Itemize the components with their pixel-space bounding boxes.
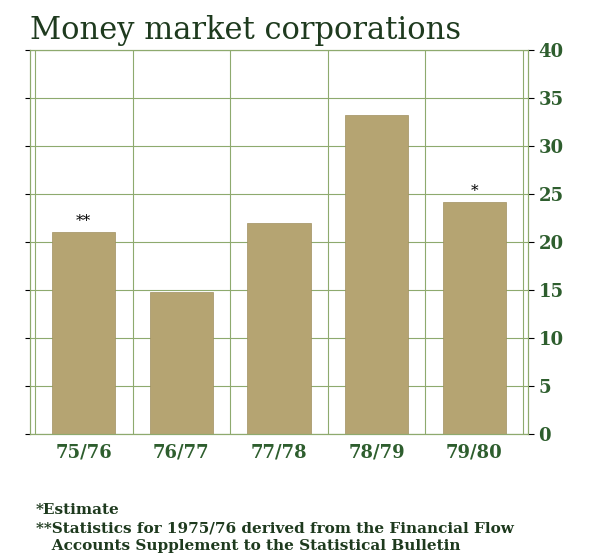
Text: *Estimate: *Estimate xyxy=(36,503,120,517)
Text: Money market corporations: Money market corporations xyxy=(30,15,461,46)
Bar xyxy=(149,292,213,434)
Bar xyxy=(443,202,506,434)
Text: **: ** xyxy=(76,215,91,229)
Bar xyxy=(52,232,115,434)
Text: **Statistics for 1975/76 derived from the Financial Flow: **Statistics for 1975/76 derived from th… xyxy=(36,522,514,535)
Bar xyxy=(345,115,409,434)
Text: *: * xyxy=(470,183,478,198)
Bar xyxy=(247,222,311,434)
Text: Accounts Supplement to the Statistical Bulletin: Accounts Supplement to the Statistical B… xyxy=(36,539,461,553)
